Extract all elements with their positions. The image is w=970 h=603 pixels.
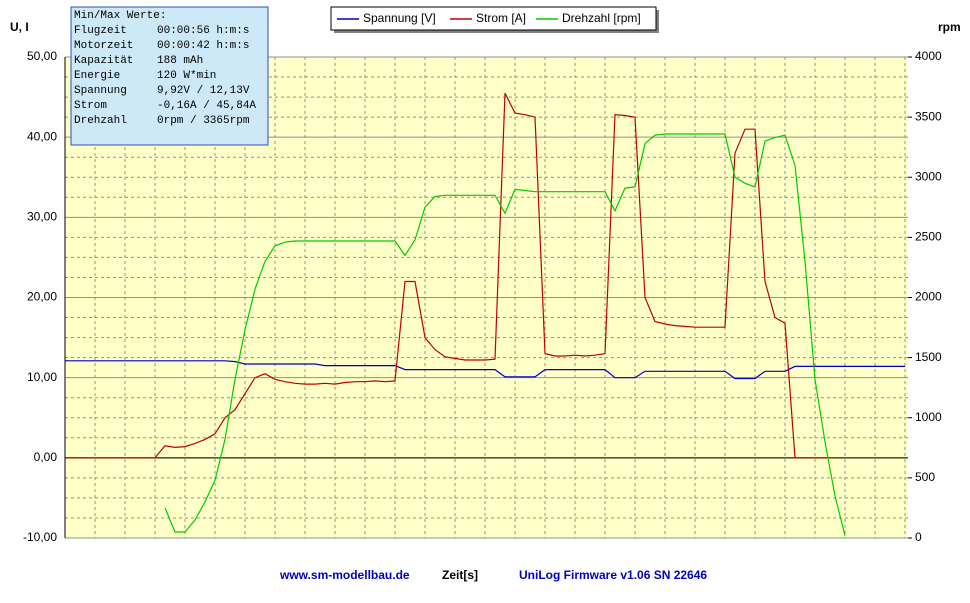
y2-tick-label: 500	[915, 470, 935, 484]
legend-label: Strom [A]	[476, 11, 526, 25]
info-value: 00:00:56 h:m:s	[157, 25, 249, 37]
info-key: Energie	[74, 70, 120, 82]
info-value: -0,16A / 45,84A	[157, 100, 256, 112]
info-key: Flugzeit	[74, 25, 127, 37]
info-box	[70, 6, 269, 146]
data-line	[65, 92, 835, 459]
info-key: Kapazität	[74, 55, 133, 67]
legend-label: Drehzahl [rpm]	[562, 11, 641, 25]
info-title: Min/Max Werte:	[74, 10, 166, 22]
footer-right: UniLog Firmware v1.06 SN 22646	[519, 568, 707, 582]
y2-tick-label: 0	[915, 530, 922, 544]
x-axis-label: Zeit[s]	[442, 568, 478, 582]
y-tick-label: 10,00	[27, 370, 57, 384]
info-value: 00:00:42 h:m:s	[157, 40, 249, 52]
y-tick-label: 0,00	[34, 450, 58, 464]
info-key: Drehzahl	[74, 115, 127, 127]
legend	[330, 6, 657, 31]
y2-tick-label: 2500	[915, 230, 942, 244]
y2-tick-label: 3500	[915, 109, 942, 123]
data-line	[164, 133, 846, 536]
info-key: Motorzeit	[74, 40, 133, 52]
info-value: 120 W*min	[157, 70, 216, 82]
y-axis-label: U, I	[10, 20, 29, 34]
y2-tick-label: 1500	[915, 350, 942, 364]
y2-tick-label: 2000	[915, 290, 942, 304]
info-value: 0rpm / 3365rpm	[157, 115, 250, 127]
info-value: 9,92V / 12,13V	[157, 85, 250, 97]
y-tick-label: -10,00	[23, 530, 57, 544]
y-tick-label: 40,00	[27, 129, 57, 143]
footer-left: www.sm-modellbau.de	[279, 568, 410, 582]
legend-label: Spannung [V]	[363, 11, 436, 25]
y-tick-label: 50,00	[27, 49, 57, 63]
y2-tick-label: 3000	[915, 169, 942, 183]
info-key: Strom	[74, 100, 107, 112]
info-key: Spannung	[74, 85, 127, 97]
info-value: 188 mAh	[157, 55, 203, 67]
data-line	[65, 360, 905, 380]
y2-axis-label: rpm	[938, 20, 961, 34]
y2-tick-label: 1000	[915, 410, 942, 424]
y2-tick-label: 4000	[915, 49, 942, 63]
y-tick-label: 20,00	[27, 290, 57, 304]
y-tick-label: 30,00	[27, 210, 57, 224]
